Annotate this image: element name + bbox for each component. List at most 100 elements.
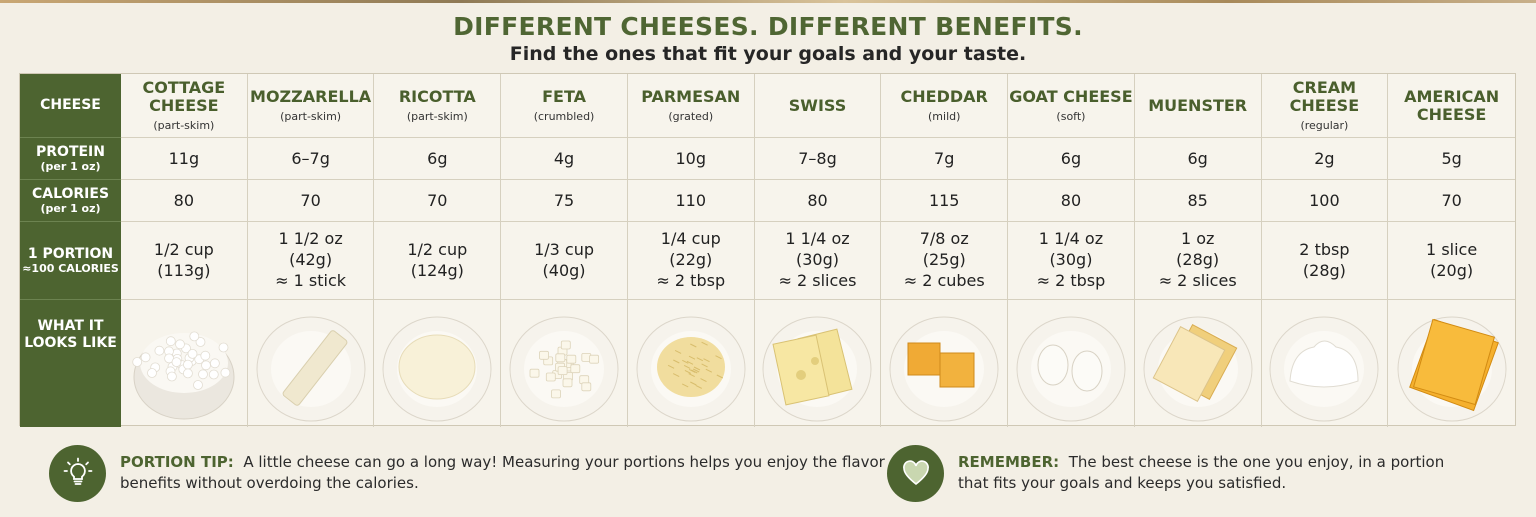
protein-value: 7g (934, 149, 955, 168)
cheese-name: PARMESAN (641, 87, 741, 107)
portion-amount: 1/2 cup (153, 239, 214, 259)
calories-cell: 80 (1008, 180, 1135, 222)
calories-value: 70 (1441, 191, 1462, 210)
cheese-variety: (regular) (1300, 118, 1349, 132)
column-header: AMERICAN CHEESE (1388, 74, 1515, 138)
protein-cell: 7–8g (754, 138, 882, 180)
cheese-variety: (mild) (928, 109, 961, 123)
page-subtitle: Find the ones that fit your goals and yo… (509, 43, 1027, 65)
portion-cell: 1 1/4 oz (30g) ≈ 2 tbsp (1008, 222, 1135, 300)
image-cell (248, 300, 375, 427)
tip-label: PORTION TIP: (120, 453, 234, 471)
cheese-variety: (part-skim) (406, 109, 468, 123)
cheese-variety: (grated) (668, 109, 714, 123)
portion-amount: 1/3 cup (534, 239, 594, 259)
calories-value: 80 (807, 191, 828, 210)
protein-value: 5g (1441, 149, 1462, 168)
portion-grams: (22g) (669, 250, 713, 270)
cheese-name-line-2: CHEESE (1416, 104, 1487, 124)
protein-cell: 4g (501, 138, 628, 180)
portion-grams: (20g) (1430, 260, 1474, 280)
calories-value: 70 (300, 191, 321, 210)
portion-cell: 1/4 cup (22g) ≈ 2 tbsp (627, 222, 755, 300)
protein-cell: 6g (1008, 138, 1135, 180)
calories-cell: 70 (247, 180, 375, 222)
remember-label: REMEMBER: (958, 453, 1060, 471)
portion-amount: 1/2 cup (407, 239, 468, 259)
ricotta-plate-icon (382, 316, 492, 421)
image-cell (501, 300, 628, 427)
portion-grams: (40g) (542, 260, 586, 280)
mozzarella-stick-icon (256, 316, 366, 421)
calories-cell: 70 (374, 180, 502, 222)
calories-cell: 110 (627, 180, 755, 222)
portion-equivalent: ≈ 2 slices (1158, 270, 1237, 290)
cheese-name: CREAM CHEESE (1289, 78, 1360, 115)
portion-grams: (113g) (157, 260, 211, 280)
column-header: MOZZARELLA (part-skim) (247, 74, 375, 138)
portion-cell: 1 1/4 oz (30g) ≈ 2 slices (754, 222, 882, 300)
cheese-variety: (part-skim) (153, 118, 215, 132)
remember-line-1: The best cheese is the one you enjoy, in… (1068, 453, 1445, 471)
column-header: FETA (crumbled) (501, 74, 628, 138)
cheese-name: FETA (542, 87, 586, 107)
protein-value: 6–7g (291, 149, 330, 168)
portion-equivalent: ≈ 2 tbsp (1036, 270, 1106, 290)
lightbulb-icon (49, 444, 106, 502)
portion-amount: 1 1/4 oz (785, 229, 850, 249)
image-cell (881, 300, 1009, 427)
heart-icon (887, 444, 944, 502)
protein-cell: 6g (1134, 138, 1262, 180)
calories-value: 115 (928, 191, 960, 210)
column-header: GOAT CHEESE (soft) (1008, 74, 1135, 138)
calories-cell: 80 (121, 180, 248, 222)
protein-cell: 11g (121, 138, 248, 180)
calories-cell: 75 (501, 180, 628, 222)
protein-value: 2g (1314, 149, 1335, 168)
column-header: PARMESAN (grated) (627, 74, 755, 138)
cheese-name: COTTAGE (142, 78, 226, 98)
remember-note: REMEMBER: The best cheese is the one you… (887, 444, 1444, 502)
portion-cell: 1 oz (28g) ≈ 2 slices (1134, 222, 1262, 300)
protein-value: 6g (1187, 149, 1208, 168)
row-header-cheese: CHEESE (20, 74, 121, 138)
protein-cell: 7g (881, 138, 1009, 180)
column-header: MUENSTER (1134, 74, 1262, 138)
image-cell (121, 300, 248, 427)
portion-cell: 1 1/2 oz (42g) ≈ 1 stick (247, 222, 375, 300)
cheese-name: GOAT CHEESE (1009, 87, 1133, 107)
portion-grams: (25g) (922, 250, 966, 270)
portion-cell: 7/8 oz (25g) ≈ 2 cubes (881, 222, 1009, 300)
portion-cell: 1 slice (20g) (1388, 222, 1515, 300)
portion-grams: (28g) (1176, 250, 1220, 270)
calories-cell: 100 (1261, 180, 1389, 222)
portion-grams: (124g) (410, 260, 464, 280)
protein-value: 10g (675, 149, 707, 168)
top-decorative-strip (0, 0, 1536, 3)
cheese-name: CHEDDAR (900, 87, 988, 107)
calories-value: 85 (1187, 191, 1208, 210)
protein-value: 11g (168, 149, 200, 168)
protein-value: 4g (553, 149, 575, 168)
swiss-slices-icon (762, 316, 872, 421)
row-header-portion: 1 PORTION ≈100 CALORIES (20, 222, 121, 300)
portion-equivalent: ≈ 2 slices (778, 270, 857, 290)
cheese-name: SWISS (788, 95, 847, 115)
row-header-looks-like: WHAT IT LOOKS LIKE (20, 300, 121, 427)
protein-value: 6g (427, 149, 448, 168)
row-header-calories: CALORIES (per 1 oz) (20, 180, 121, 222)
image-cell (1135, 300, 1262, 427)
calories-value: 110 (675, 191, 707, 210)
portion-amount: 1 1/2 oz (278, 229, 343, 249)
cheese-name: RICOTTA (398, 87, 476, 107)
portion-cell: 2 tbsp (28g) (1261, 222, 1389, 300)
portion-cell: 1/2 cup (113g) (121, 222, 248, 300)
column-header: SWISS (754, 74, 882, 138)
calories-value: 80 (1060, 191, 1082, 210)
portion-amount: 1/4 cup (660, 229, 721, 249)
page-title: DIFFERENT CHEESES. DIFFERENT BENEFITS. (453, 12, 1083, 41)
portion-grams: (30g) (795, 250, 839, 270)
calories-value: 75 (553, 191, 575, 210)
column-header: COTTAGE CHEESE (part-skim) (121, 74, 248, 138)
column-header: CHEDDAR (mild) (881, 74, 1009, 138)
